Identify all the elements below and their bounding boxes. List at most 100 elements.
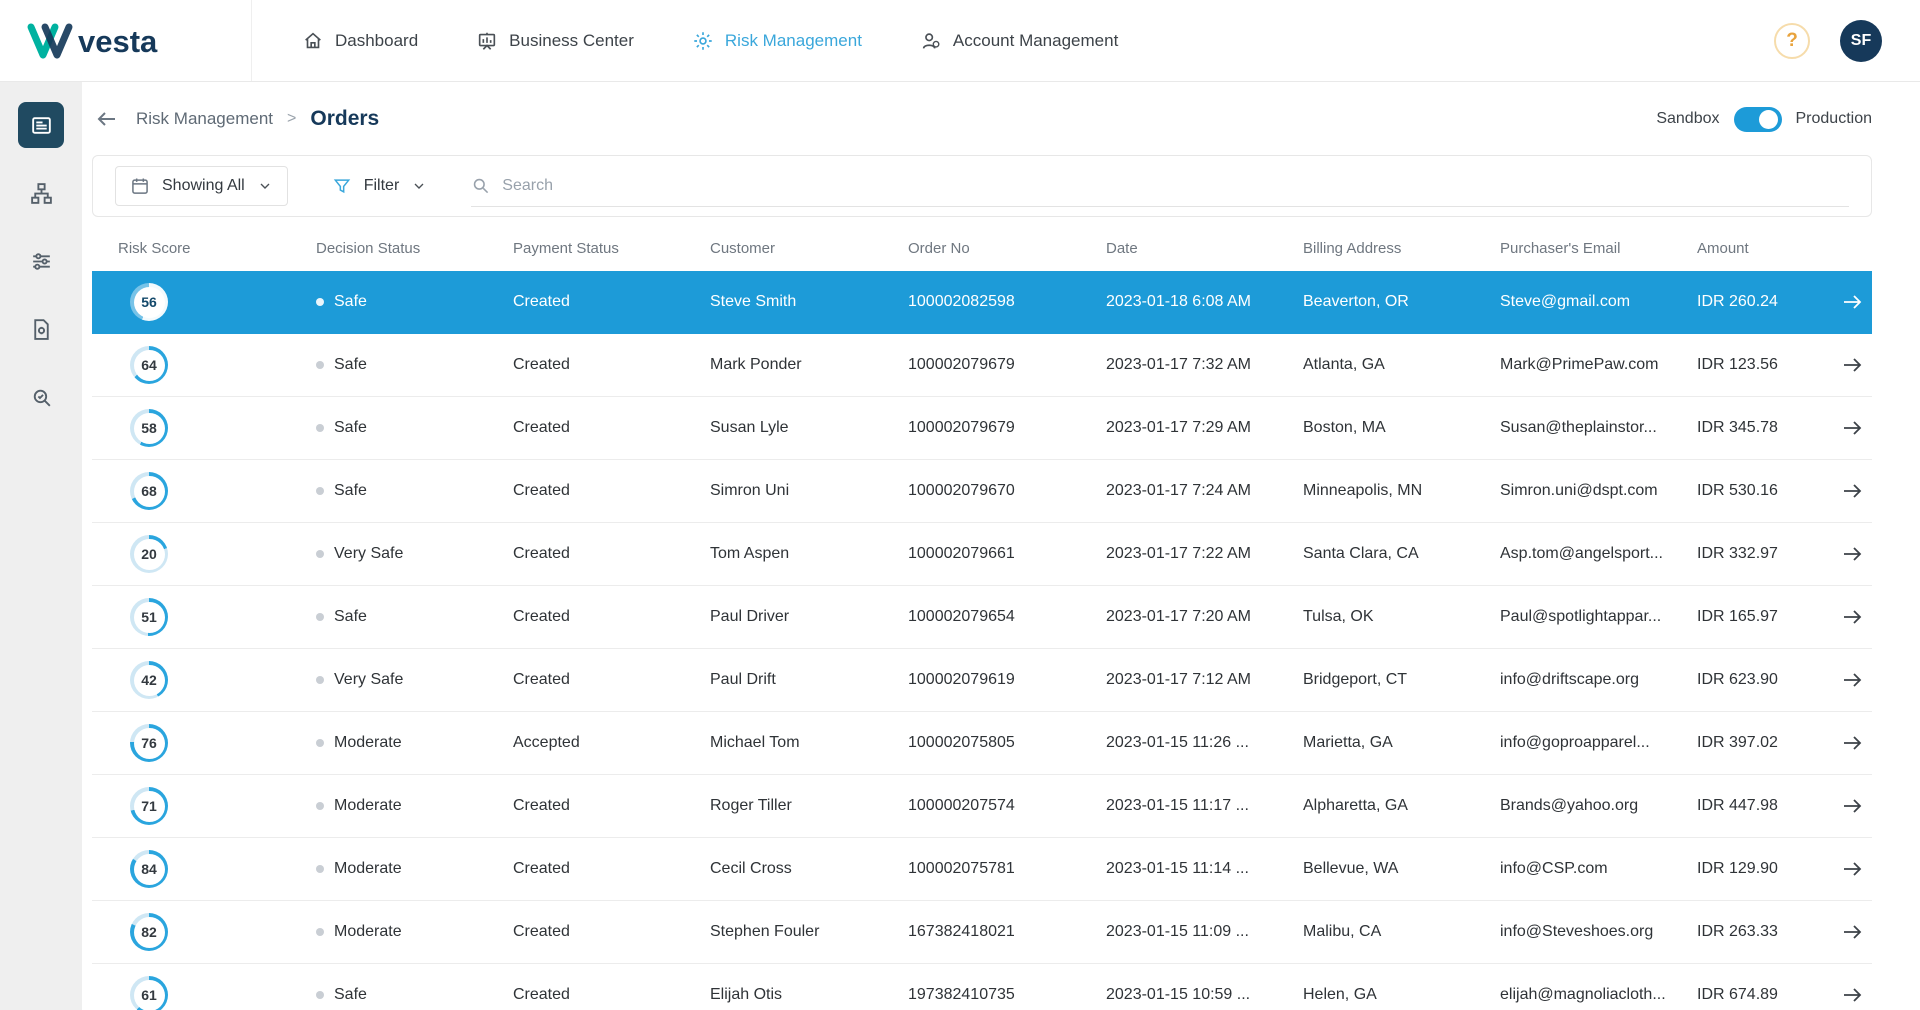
nav-item-dashboard[interactable]: Dashboard xyxy=(302,30,418,52)
nav-item-risk-management[interactable]: Risk Management xyxy=(692,30,862,52)
risk-management-gear-icon xyxy=(694,31,712,50)
nav-item-label: Business Center xyxy=(509,30,634,50)
table-row[interactable]: 76 Moderate Accepted Michael Tom 1000020… xyxy=(92,712,1872,775)
column-header-amount: Amount xyxy=(1697,239,1749,257)
breadcrumb: Risk Management > Orders Sandbox Product… xyxy=(92,94,1872,144)
date-cell: 2023-01-15 11:26 ... xyxy=(1106,734,1249,751)
sidebar-item-settings-sliders[interactable] xyxy=(18,238,64,284)
table-body: 56 Safe Created Steve Smith 100002082598… xyxy=(92,271,1872,1010)
customer-cell: Stephen Fouler xyxy=(710,923,820,940)
open-order-arrow-button[interactable] xyxy=(1832,660,1872,700)
email-cell: Mark@PrimePaw.com xyxy=(1500,356,1659,373)
breadcrumb-separator: > xyxy=(287,110,297,127)
right-arrow-icon xyxy=(1844,673,1862,687)
date-cell: 2023-01-18 6:08 AM xyxy=(1106,293,1251,310)
email-cell: Asp.tom@angelsport... xyxy=(1500,545,1663,562)
decision-status-value: Moderate xyxy=(334,860,402,877)
email-cell: info@driftscape.org xyxy=(1500,671,1639,688)
sidebar-item-document-rules[interactable] xyxy=(18,306,64,352)
table-row[interactable]: 58 Safe Created Susan Lyle 100002079679 … xyxy=(92,397,1872,460)
billing-address-cell: Boston, MA xyxy=(1303,419,1386,436)
search-input[interactable] xyxy=(502,176,1849,195)
payment-status-cell: Created xyxy=(513,293,570,310)
open-order-arrow-button[interactable] xyxy=(1832,912,1872,952)
billing-address-cell: Bellevue, WA xyxy=(1303,860,1399,877)
table-row[interactable]: 68 Safe Created Simron Uni 100002079670 … xyxy=(92,460,1872,523)
customer-cell: Mark Ponder xyxy=(710,356,802,373)
open-order-arrow-button[interactable] xyxy=(1832,345,1872,385)
filter-dropdown[interactable]: Filter xyxy=(318,166,442,206)
decision-status-value: Moderate xyxy=(334,923,402,940)
business-center-icon xyxy=(479,32,496,50)
decision-status-value: Safe xyxy=(334,482,367,499)
table-row[interactable]: 56 Safe Created Steve Smith 100002082598… xyxy=(92,271,1872,334)
status-dot-icon xyxy=(316,298,324,306)
amount-cell: IDR 530.16 xyxy=(1697,482,1778,499)
column-header-purchasers-email: Purchaser's Email xyxy=(1500,239,1621,257)
billing-address-cell: Bridgeport, CT xyxy=(1303,671,1408,688)
toggle-knob xyxy=(1758,109,1778,129)
sidebar-item-audit-search[interactable] xyxy=(18,374,64,420)
order-no-cell: 100002082598 xyxy=(908,293,1015,310)
user-avatar[interactable]: SF xyxy=(1840,19,1882,62)
amount-cell: IDR 123.56 xyxy=(1697,356,1778,373)
open-order-arrow-button[interactable] xyxy=(1832,723,1872,763)
date-range-dropdown[interactable]: Showing All xyxy=(115,166,288,206)
order-no-cell: 100002075781 xyxy=(908,860,1015,877)
status-dot-icon xyxy=(316,928,324,936)
risk-score-value: 71 xyxy=(133,790,165,822)
sidebar-item-orders-feed[interactable] xyxy=(18,102,64,148)
open-order-arrow-button[interactable] xyxy=(1832,471,1872,511)
filter-label: Filter xyxy=(363,177,400,194)
status-dot-icon xyxy=(316,802,324,810)
table-row[interactable]: 84 Moderate Created Cecil Cross 10000207… xyxy=(92,838,1872,901)
decision-status-cell: Very Safe xyxy=(316,545,513,563)
nav-item-account-management[interactable]: Account Management xyxy=(920,30,1118,52)
table-row[interactable]: 51 Safe Created Paul Driver 100002079654… xyxy=(92,586,1872,649)
right-arrow-icon xyxy=(1844,799,1862,813)
open-order-arrow-button[interactable] xyxy=(1832,408,1872,448)
date-cell: 2023-01-17 7:20 AM xyxy=(1106,608,1251,625)
topbar-right: ? SF xyxy=(1774,19,1920,62)
table-row[interactable]: 42 Very Safe Created Paul Drift 10000207… xyxy=(92,649,1872,712)
environment-toggle[interactable] xyxy=(1733,106,1782,132)
sliders-icon xyxy=(32,252,50,270)
page-title: Orders xyxy=(310,107,380,130)
breadcrumb-parent-link[interactable]: Risk Management xyxy=(136,109,274,128)
help-button[interactable]: ? xyxy=(1774,22,1810,59)
nav-item-business-center[interactable]: Business Center xyxy=(476,30,634,52)
table-row[interactable]: 82 Moderate Created Stephen Fouler 16738… xyxy=(92,901,1872,964)
table-row[interactable]: 61 Safe Created Elijah Otis 197382410735… xyxy=(92,964,1872,1010)
sidebar-item-hierarchy[interactable] xyxy=(18,170,64,216)
status-dot-icon xyxy=(316,550,324,558)
risk-score-cell: 68 xyxy=(118,472,316,510)
risk-score-ring: 51 xyxy=(130,598,168,636)
back-arrow-icon xyxy=(97,112,115,126)
open-order-arrow-button[interactable] xyxy=(1832,975,1872,1010)
risk-score-cell: 64 xyxy=(118,346,316,384)
customer-cell: Cecil Cross xyxy=(710,860,792,877)
table-row[interactable]: 71 Moderate Created Roger Tiller 1000002… xyxy=(92,775,1872,838)
payment-status-cell: Created xyxy=(513,923,570,940)
payment-status-cell: Created xyxy=(513,356,570,373)
table-row[interactable]: 20 Very Safe Created Tom Aspen 100002079… xyxy=(92,523,1872,586)
vesta-wordmark: vesta xyxy=(78,24,158,59)
open-order-arrow-button[interactable] xyxy=(1832,282,1872,322)
open-order-arrow-button[interactable] xyxy=(1832,597,1872,637)
open-order-arrow-button[interactable] xyxy=(1832,534,1872,574)
brand-logo[interactable]: vesta xyxy=(0,0,252,81)
decision-status-cell: Very Safe xyxy=(316,671,513,689)
back-button[interactable] xyxy=(92,104,122,134)
risk-score-value: 64 xyxy=(133,349,165,381)
customer-cell: Elijah Otis xyxy=(710,986,783,1003)
open-order-arrow-button[interactable] xyxy=(1832,849,1872,889)
email-cell: Simron.uni@dspt.com xyxy=(1500,482,1658,499)
table-row[interactable]: 64 Safe Created Mark Ponder 100002079679… xyxy=(92,334,1872,397)
dashboard-home-icon xyxy=(305,32,321,48)
document-gear-icon xyxy=(33,318,49,340)
column-header-date: Date xyxy=(1106,239,1138,257)
open-order-arrow-button[interactable] xyxy=(1832,786,1872,826)
decision-status-value: Very Safe xyxy=(334,545,404,562)
chevron-down-icon xyxy=(260,183,270,189)
decision-status-cell: Safe xyxy=(316,482,513,500)
